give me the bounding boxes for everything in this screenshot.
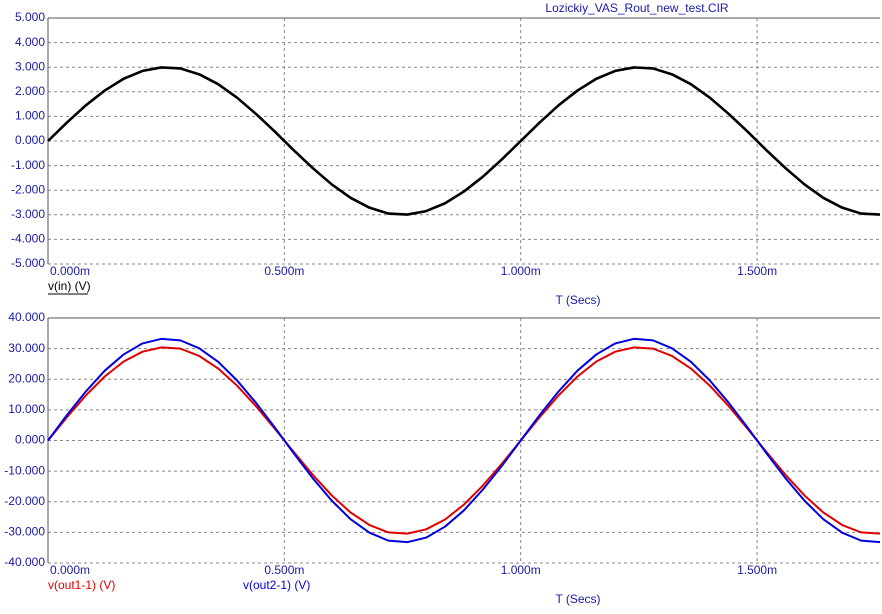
y-tick-label: -3.000 xyxy=(11,207,45,221)
x-tick-label: 1.000m xyxy=(501,563,541,577)
y-tick-label: 0.000 xyxy=(15,433,45,447)
x-tick-label: 0.500m xyxy=(264,563,304,577)
y-tick-label: 40.000 xyxy=(8,310,45,324)
y-tick-label: -4.000 xyxy=(11,232,45,246)
y-tick-label: 20.000 xyxy=(8,371,45,385)
y-tick-label: 5.000 xyxy=(15,10,45,24)
x-axis-label: T (Secs) xyxy=(555,293,600,307)
legend-label: v(out1-1) (V) xyxy=(48,578,115,592)
y-tick-label: 3.000 xyxy=(15,59,45,73)
x-tick-label: 0.000m xyxy=(50,264,90,278)
chart-title: Lozickiy_VAS_Rout_new_test.CIR xyxy=(545,1,729,15)
x-tick-label: 0.500m xyxy=(264,264,304,278)
y-tick-label: 0.000 xyxy=(15,133,45,147)
y-tick-label: -40.000 xyxy=(4,555,45,569)
y-tick-label: -1.000 xyxy=(11,158,45,172)
legend-label: v(out2-1) (V) xyxy=(243,578,310,592)
y-tick-label: -2.000 xyxy=(11,182,45,196)
series-line xyxy=(47,337,881,544)
y-tick-label: 30.000 xyxy=(8,341,45,355)
y-tick-label: 10.000 xyxy=(8,402,45,416)
x-tick-label: 0.000m xyxy=(50,563,90,577)
legend-label: v(in) (V) xyxy=(48,279,91,293)
y-tick-label: 1.000 xyxy=(15,109,45,123)
y-tick-label: -10.000 xyxy=(4,463,45,477)
series-line xyxy=(47,346,881,535)
x-tick-label: 1.500m xyxy=(737,264,777,278)
y-tick-label: -20.000 xyxy=(4,494,45,508)
y-tick-label: -5.000 xyxy=(11,256,45,270)
y-tick-label: 4.000 xyxy=(15,35,45,49)
y-tick-label: 2.000 xyxy=(15,84,45,98)
x-tick-label: 1.000m xyxy=(501,264,541,278)
y-tick-label: -30.000 xyxy=(4,525,45,539)
x-tick-label: 1.500m xyxy=(737,563,777,577)
x-axis-label: T (Secs) xyxy=(555,592,600,606)
series-line xyxy=(47,66,881,216)
